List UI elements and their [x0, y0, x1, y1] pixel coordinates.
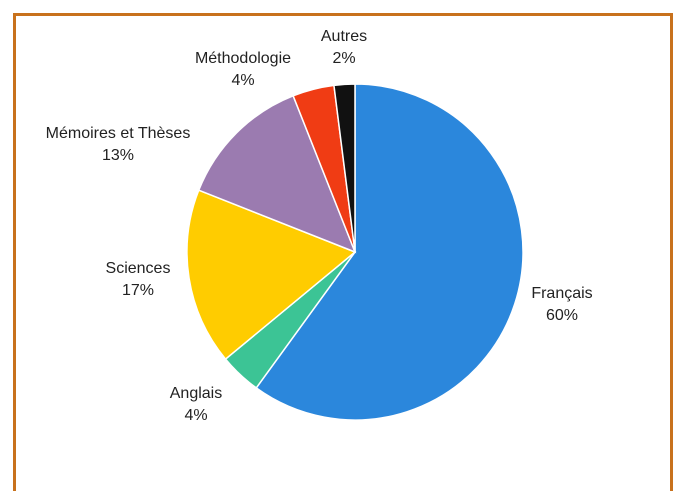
slice-value: 60%	[546, 307, 578, 324]
slice-label: Français	[531, 285, 592, 302]
slice-label: Mémoires et Thèses	[46, 125, 191, 142]
slice-label: Autres	[321, 28, 367, 45]
slice-value: 2%	[332, 50, 355, 67]
slice-label: Anglais	[170, 385, 222, 402]
slice-label: Sciences	[106, 260, 171, 277]
pie-slice	[186, 189, 357, 361]
frame	[13, 13, 673, 491]
slice-value: 4%	[231, 72, 254, 89]
pie-slice	[255, 83, 524, 421]
slice-label: Méthodologie	[195, 50, 291, 67]
pie-slice	[197, 94, 357, 254]
slice-value: 4%	[184, 407, 207, 424]
slice-value: 17%	[122, 282, 154, 299]
pie-slice	[333, 83, 356, 253]
slice-value: 13%	[102, 147, 134, 164]
